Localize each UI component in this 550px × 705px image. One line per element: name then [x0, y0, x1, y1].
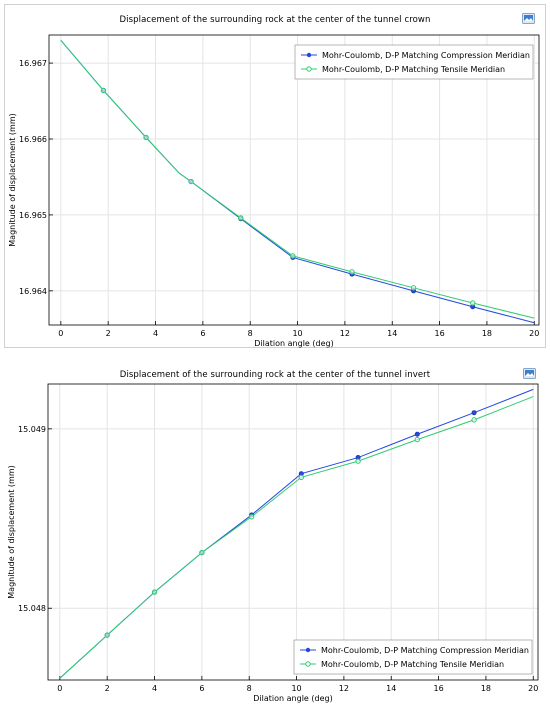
series-1-point — [471, 410, 477, 416]
x-tick-label: 4 — [152, 684, 157, 693]
series-2-point — [298, 474, 304, 480]
x-tick-label: 6 — [200, 329, 205, 338]
x-tick-label: 6 — [199, 684, 204, 693]
chart-panel-invert: Displacement of the surrounding rock at … — [4, 360, 546, 704]
x-tick-label: 2 — [105, 684, 110, 693]
x-tick-label: 18 — [482, 329, 492, 338]
series-1-point — [414, 431, 420, 437]
chart-title: Displacement of the surrounding rock at … — [119, 370, 431, 380]
x-tick-label: 4 — [153, 329, 158, 338]
legend-box — [293, 639, 533, 675]
image-export-icon[interactable] — [523, 368, 536, 379]
x-tick-label: 20 — [529, 329, 539, 338]
x-tick-label: 16 — [434, 329, 444, 338]
x-tick-label: 14 — [386, 684, 396, 693]
series-2-point — [290, 253, 296, 259]
y-tick-label: 16.967 — [19, 59, 47, 68]
x-tick-label: 18 — [481, 684, 491, 693]
x-tick-label: 12 — [340, 329, 350, 338]
series-2-point — [199, 549, 205, 556]
y-tick-label: 16.966 — [19, 135, 47, 144]
x-tick-label: 20 — [528, 684, 538, 693]
series-2-point — [410, 285, 417, 291]
x-tick-label: 0 — [58, 329, 63, 338]
x-tick-label: 8 — [248, 329, 253, 338]
series-2-point — [414, 436, 420, 443]
x-tick-label: 8 — [247, 684, 252, 693]
x-axis-label: Dilation angle (deg) — [253, 694, 332, 703]
x-tick-label: 14 — [387, 329, 397, 338]
y-tick-label: 15.048 — [18, 604, 46, 613]
legend-swatch-marker — [305, 661, 311, 667]
legend-box — [294, 44, 534, 80]
plot-frame — [48, 34, 540, 326]
series-2-point — [104, 632, 110, 638]
chart-title: Displacement of the surrounding rock at … — [119, 15, 431, 25]
image-export-icon[interactable] — [522, 13, 535, 24]
crown-plot: 0 2 4 6 8 10 12 14 16 18 20 16.964 16.965 16.966 16.96… — [8, 34, 540, 348]
grid — [48, 384, 538, 680]
legend: Mohr-Coulomb, D-P Matching Compression M… — [293, 639, 533, 675]
chart-panel-crown: Displacement of the surrounding rock at … — [4, 4, 546, 348]
x-tick-label: 16 — [433, 684, 443, 693]
legend-entry-label: Mohr-Coulomb, D-P Matching Compression M… — [321, 646, 529, 655]
x-tick-label: 2 — [106, 329, 111, 338]
series-2-point — [100, 87, 107, 94]
y-tick-label: 16.965 — [19, 211, 47, 220]
legend-entry-label: Mohr-Coulomb, D-P Matching Tensile Merid… — [322, 65, 505, 74]
series-2-point — [248, 514, 255, 520]
x-axis-label: Dilation angle (deg) — [254, 339, 333, 348]
x-tick-label: 10 — [291, 684, 301, 693]
y-tick-label: 16.964 — [19, 287, 47, 296]
legend: Mohr-Coulomb, D-P Matching Compression M… — [294, 44, 534, 80]
series-2-point — [355, 458, 361, 464]
legend-swatch-marker — [306, 52, 312, 58]
x-tick-label: 0 — [57, 684, 62, 693]
x-tick-label: 12 — [339, 684, 349, 693]
legend-swatch-marker — [305, 647, 311, 653]
series-2-point — [471, 417, 477, 423]
series-2-point — [151, 589, 158, 595]
y-tick-label: 15.049 — [18, 425, 46, 434]
legend-entry-label: Mohr-Coulomb, D-P Matching Compression M… — [322, 51, 530, 60]
legend-swatch-marker — [306, 66, 312, 72]
legend-entry-label: Mohr-Coulomb, D-P Matching Tensile Merid… — [321, 660, 504, 669]
y-axis-label: Magnitude of displacement (mm) — [7, 465, 16, 598]
series-2-point — [470, 300, 476, 306]
plot-frame — [47, 383, 539, 681]
invert-plot: 0 2 4 6 8 10 12 14 16 18 20 15.048 15.049 Dilation an… — [7, 383, 539, 703]
series-2-point — [238, 215, 244, 221]
x-tick-label: 10 — [292, 329, 302, 338]
series-2-point — [349, 269, 355, 275]
series-2-point — [188, 178, 194, 185]
series-2-point — [143, 134, 149, 141]
y-axis-label: Magnitude of displacement (mm) — [8, 113, 17, 246]
